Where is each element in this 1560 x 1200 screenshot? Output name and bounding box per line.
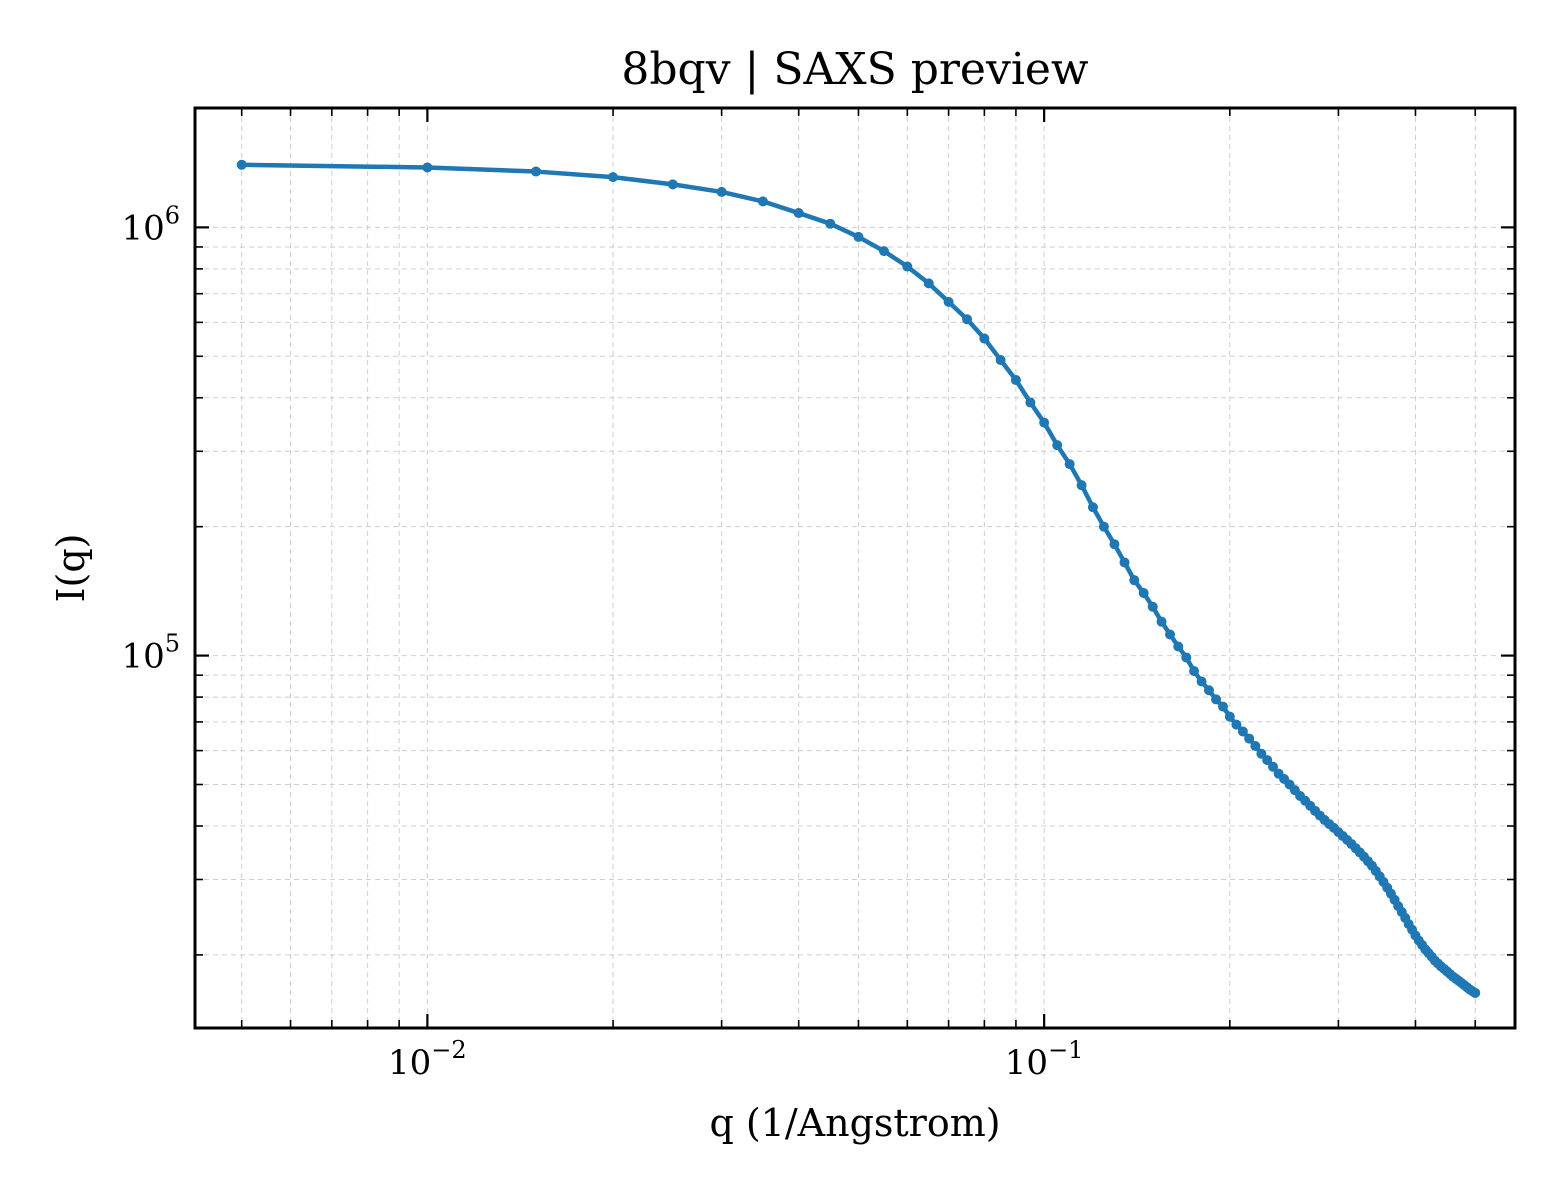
- data-point: [1165, 629, 1176, 640]
- y-axis-label: I(q): [49, 534, 93, 603]
- data-point: [793, 208, 804, 219]
- data-point: [1211, 694, 1222, 705]
- data-point: [236, 159, 247, 170]
- data-point: [1250, 741, 1261, 751]
- data-point: [1138, 588, 1149, 599]
- data-point: [879, 246, 889, 257]
- data-point: [1156, 616, 1167, 627]
- data-point: [825, 218, 836, 229]
- plot-frame: [193, 106, 1517, 1030]
- data-point: [1109, 539, 1120, 550]
- ticks: 10−2 10−1 105 106: [121, 108, 1515, 1083]
- data-point: [1098, 521, 1109, 532]
- data-point: [1087, 502, 1098, 513]
- data-point: [1231, 719, 1242, 730]
- data-point: [923, 278, 934, 289]
- data-point: [995, 355, 1006, 366]
- data-point: [667, 179, 678, 190]
- data-point: [1025, 397, 1036, 408]
- data-point: [979, 333, 990, 344]
- data-point: [1129, 575, 1140, 586]
- y-tick-label: 106: [121, 201, 180, 248]
- data-point: [1010, 375, 1021, 386]
- data-point: [1262, 755, 1273, 766]
- data-point: [1256, 748, 1267, 759]
- series-group: [236, 159, 1481, 998]
- data-point: [1268, 761, 1278, 772]
- y-tick-label: 105: [121, 630, 180, 677]
- data-point: [1119, 557, 1130, 568]
- data-point: [1224, 711, 1235, 722]
- data-point: [716, 186, 727, 197]
- data-point: [943, 296, 954, 307]
- x-tick-label: 10−1: [1005, 1036, 1084, 1083]
- data-point: [1189, 666, 1200, 677]
- data-point: [1173, 641, 1184, 652]
- data-point: [1147, 601, 1158, 612]
- data-point: [1244, 733, 1255, 744]
- x-tick-label: 10−2: [388, 1036, 467, 1083]
- data-point: [1052, 440, 1063, 451]
- data-point: [1470, 987, 1481, 998]
- chart-title: 8bqv | SAXS preview: [621, 44, 1089, 95]
- data-point: [1237, 726, 1248, 737]
- data-point: [1181, 652, 1192, 663]
- grid: [195, 108, 1515, 1028]
- x-axis-label: q (1/Angstrom): [709, 1101, 1000, 1145]
- data-point: [1218, 701, 1229, 712]
- data-point: [902, 261, 913, 272]
- data-point: [1196, 676, 1207, 687]
- data-point: [1039, 417, 1050, 428]
- data-point: [422, 162, 433, 173]
- data-point: [757, 196, 768, 207]
- data-point: [608, 172, 619, 183]
- data-point: [962, 314, 973, 325]
- data-point: [530, 166, 541, 177]
- data-point: [1064, 459, 1075, 470]
- data-point: [1203, 685, 1214, 696]
- data-point: [1076, 480, 1087, 491]
- data-point: [853, 231, 864, 242]
